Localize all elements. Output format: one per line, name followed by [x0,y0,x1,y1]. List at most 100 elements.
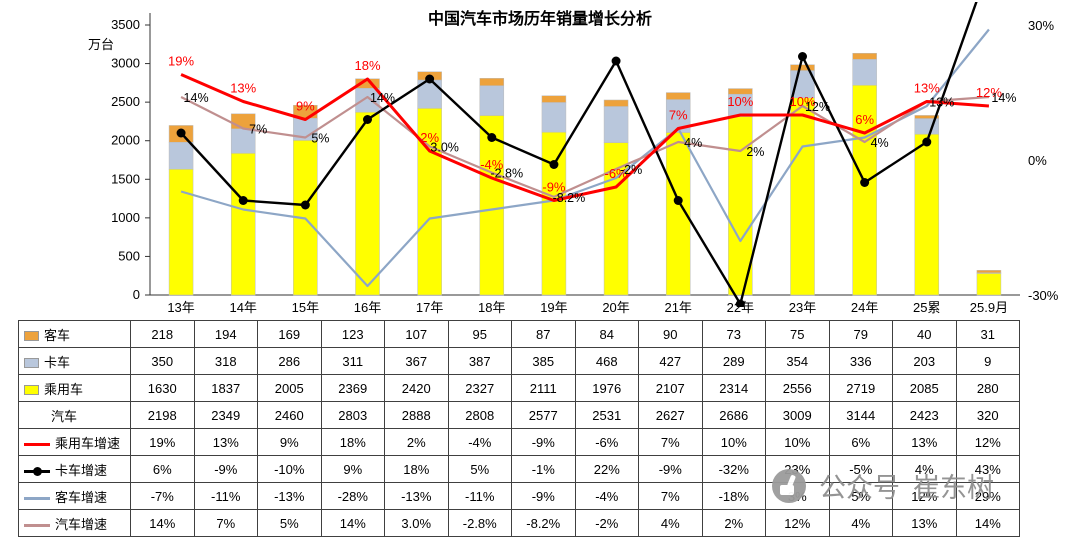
bar-segment-bus [728,88,753,95]
row-label-text: 乘用车增速 [55,435,121,451]
auto-growth-label: 14% [991,91,1016,105]
label-spacer [24,412,46,422]
bus-bar-swatch [24,331,39,342]
row-label-bus: 客车 [18,320,131,348]
x-axis-category-label: 22年 [727,300,754,315]
watermark: 公众号 崔东树 [772,466,994,505]
cell-bus-growth-15年: -13% [257,482,322,510]
cell-passenger-18年: 2327 [447,374,512,402]
cell-truck-25.9月: 9 [955,347,1020,375]
cell-passenger-growth-23年: 10% [765,428,830,456]
cell-bus-growth-25累: 12% [892,482,957,510]
chart-title: 中国汽车市场历年销量增长分析 [427,11,652,28]
truck-growth-point [487,133,497,142]
passenger-growth-line-swatch [24,442,50,446]
bar-segment-bus [790,64,815,71]
bar-segment-bus [914,115,940,119]
passenger-growth-label: -6% [605,166,629,181]
auto-growth-line [180,95,990,198]
x-axis-category-label: 15年 [292,300,319,315]
cell-auto-growth-25.9月: 14% [955,509,1020,537]
auto-growth-label: 7% [249,123,267,137]
x-axis-category-label: 21年 [664,300,691,315]
x-axis-category-label: 19年 [540,300,567,315]
bus-growth-line-swatch [24,496,50,500]
bar-segment-passenger [914,133,940,296]
cell-bus-23年: 75 [765,320,830,348]
table-row-truck: 卡车 350 318 286 311 367 387 385 468 427 289 354 336 20… [18,347,1020,375]
bar-segment-passenger [479,115,505,296]
auto-growth-label: 4% [684,136,702,150]
bar-segment-truck [168,142,194,170]
truck-growth-point [425,74,435,84]
passenger-growth-label: -9% [542,180,566,195]
truck-growth-point [611,56,621,66]
truck-growth-line-swatch [24,466,50,476]
x-axis-category-label: 18年 [478,300,505,315]
cell-bus-growth-16年: -28% [320,482,385,510]
truck-growth-point [735,299,745,307]
watermark-text-2: 崔东树 [913,473,994,503]
cell-truck-growth-17年: 18% [384,455,449,483]
cell-passenger-23年: 2556 [765,374,830,402]
cell-auto-18年: 2808 [447,401,512,429]
bar-segment-truck [603,106,629,143]
combo-chart-canvas: 0 500 1000 1500 2000 2500 3000 3500 30% 0% -30% 13年… [111,2,1059,315]
bar-segment-bus [665,92,691,100]
passenger-growth-label: 18% [354,58,380,73]
row-label-truck-growth: 卡车增速 [18,455,131,483]
x-axis-category-label: 13年 [167,300,194,315]
cell-passenger-21年: 2107 [638,374,703,402]
cell-truck-growth-19年: -1% [511,455,576,483]
lines-group [176,2,990,307]
cell-bus-20年: 84 [574,320,639,348]
truck-growth-point [798,52,807,61]
cell-passenger-25.9月: 280 [955,374,1020,402]
cell-truck-16年: 311 [320,347,385,375]
cell-bus-growth-17年: -13% [384,482,449,510]
cell-truck-growth-13年: 6% [130,455,195,483]
passenger-growth-label: 6% [855,112,874,127]
cell-bus-growth-19年: -9% [511,482,576,510]
cell-passenger-growth-25累: 13% [892,428,957,456]
cell-bus-21年: 90 [638,320,703,348]
truck-growth-point [300,200,310,210]
x-axis-category-label: 25.9月 [970,300,1008,315]
cell-truck-21年: 427 [638,347,703,375]
cell-auto-growth-24年: 4% [828,509,893,537]
cell-passenger-growth-13年: 19% [130,428,195,456]
cell-bus-24年: 79 [828,320,893,348]
row-label-passenger-growth: 乘用车增速 [18,428,131,456]
auto-growth-line-swatch [24,523,50,527]
row-label-auto: 汽车 [18,401,131,429]
bar-segment-passenger [168,169,194,296]
row-label-text: 汽车 [51,408,78,424]
cell-bus-growth-14年: -11% [193,482,258,510]
cell-auto-growth-21年: 4% [638,509,703,537]
bar-segment-bus [976,270,1002,273]
cell-auto-growth-17年: 3.0% [384,509,449,537]
x-axis-category-label: 14年 [229,300,256,315]
cell-truck-growth-20年: 22% [574,455,639,483]
cell-truck-growth-15年: -10% [257,455,322,483]
cell-truck-growth-25.9月: 43% [955,455,1020,483]
cell-auto-growth-16年: 14% [320,509,385,537]
cell-passenger-growth-24年: 6% [828,428,893,456]
y2-axis-tick-label: 30% [1028,18,1054,33]
truck-growth-point [176,128,186,138]
cell-auto-19年: 2577 [511,401,576,429]
auto-growth-label: 12% [805,100,830,114]
row-label-passenger: 乘用车 [18,374,131,402]
passenger-growth-label: 10% [789,94,815,109]
y-axis-tick-label: 2500 [111,94,140,109]
y-axis-tick-label: 3000 [111,56,140,71]
auto-growth-label: -2.8% [490,167,523,181]
cell-bus-25累: 40 [892,320,957,348]
cell-passenger-19年: 2111 [511,374,576,402]
passenger-growth-label: 9% [296,99,315,114]
auto-growth-label: 13% [929,96,954,110]
row-label-text: 乘用车 [44,381,84,397]
passenger-growth-label: 7% [669,108,688,123]
cell-passenger-22年: 2314 [701,374,766,402]
cell-auto-growth-15年: 5% [257,509,322,537]
